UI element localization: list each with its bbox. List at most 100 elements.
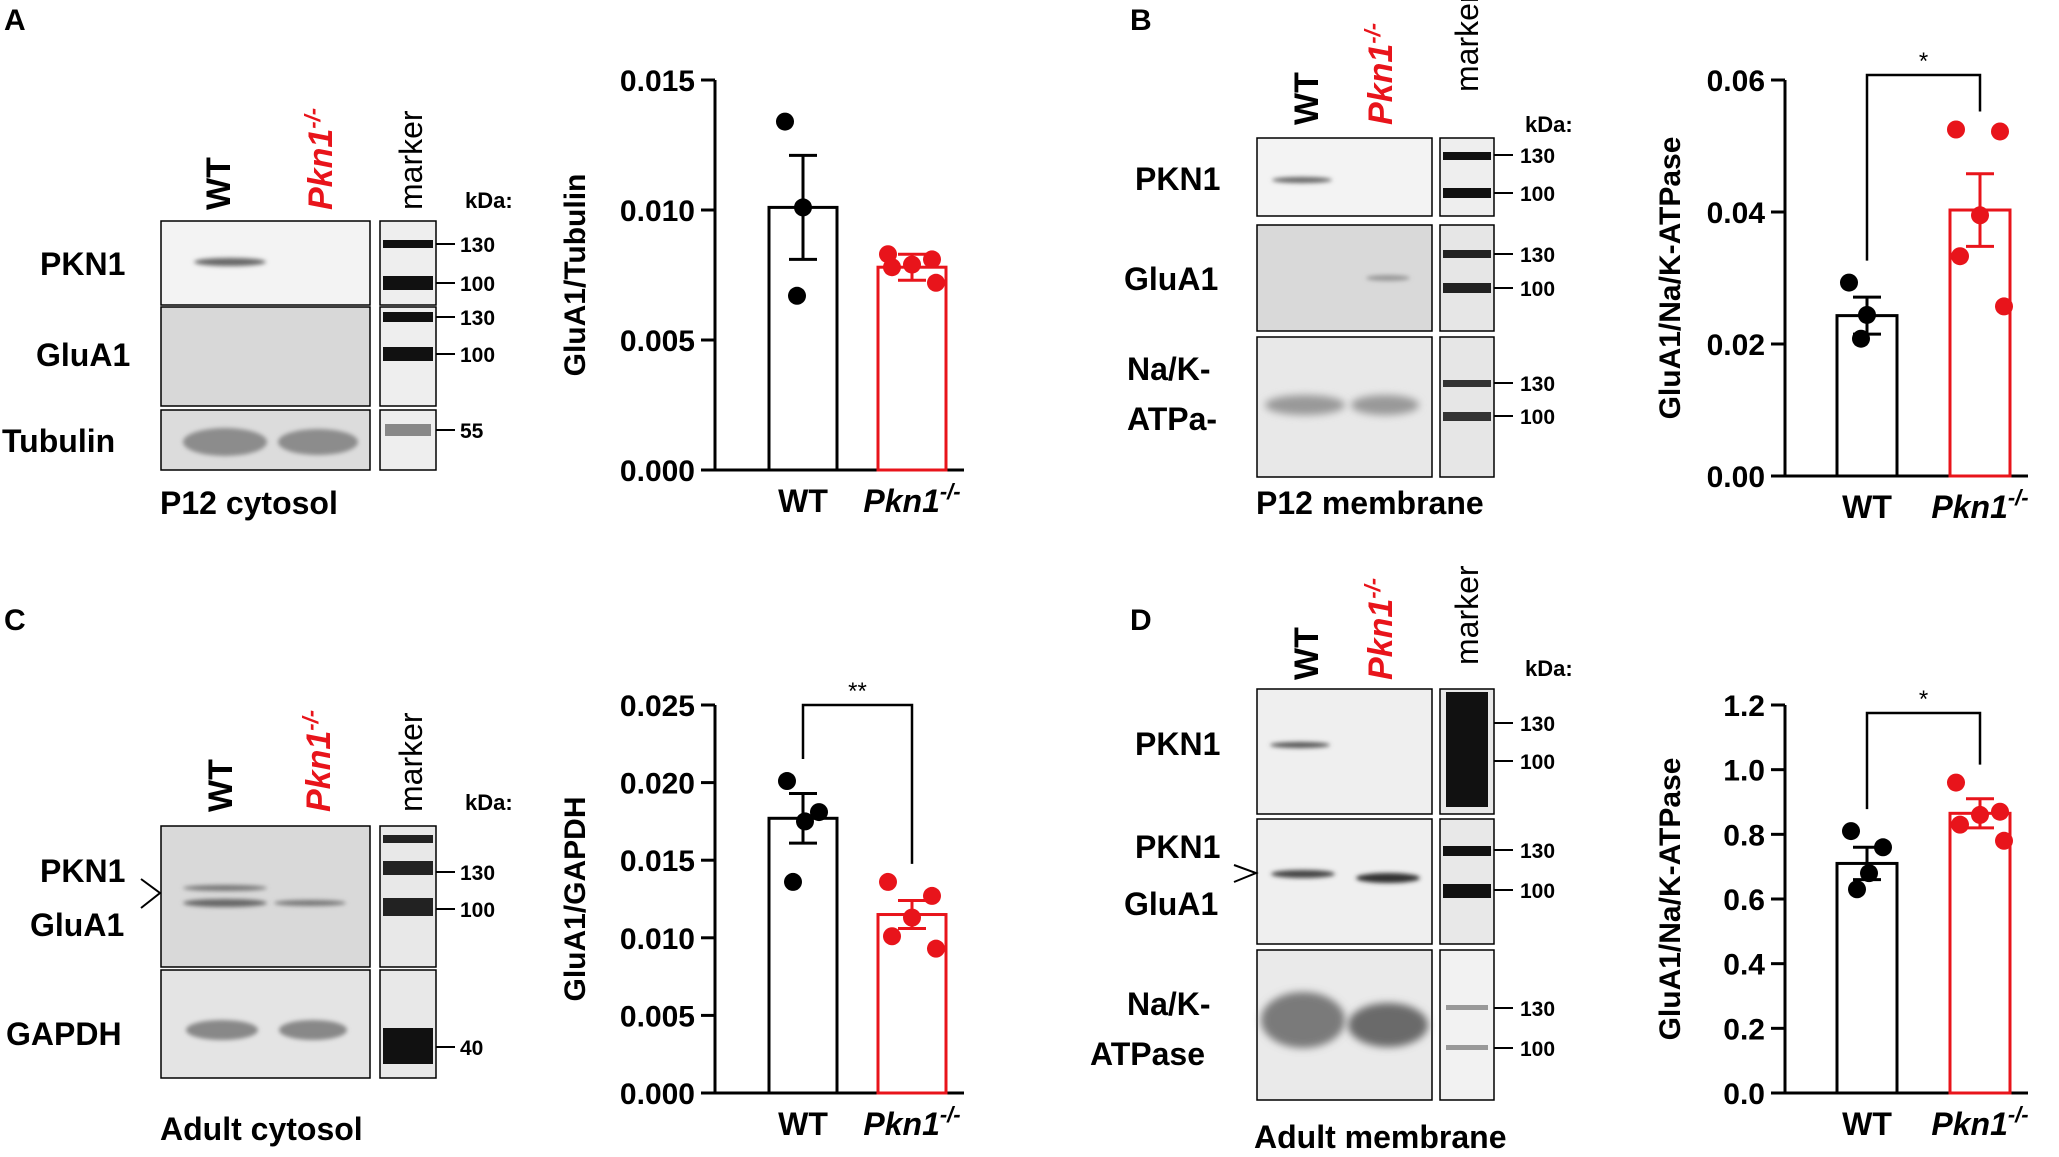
data-point	[1971, 206, 1989, 225]
kda-value: 100	[460, 344, 495, 367]
kda-value: 130	[1520, 840, 1555, 863]
kda-value: 130	[460, 234, 495, 257]
marker-lane-3	[1439, 949, 1495, 1101]
lane-label-wt: WT	[1288, 72, 1326, 125]
data-point	[1951, 815, 1969, 834]
data-point	[1951, 247, 1969, 266]
protein-label: Na/K-	[1127, 351, 1211, 387]
y-tick-label: 0.8	[1723, 819, 1765, 852]
kda-label: kDa:	[1525, 112, 1573, 137]
blot-caption: Adult cytosol	[160, 1111, 363, 1147]
marker-lane-1	[379, 825, 437, 968]
kda-value: 100	[460, 899, 495, 922]
blot-caption: P12 membrane	[1256, 485, 1484, 521]
protein-label: PKN1	[1135, 726, 1220, 762]
panel-d: D WT Pkn1-/- marker kDa: 130 100 130 100…	[1090, 565, 1573, 1155]
significance-bracket	[1865, 73, 1982, 261]
protein-label: GAPDH	[6, 1016, 122, 1052]
significance-label: *	[1919, 686, 1928, 713]
blot-pkn1-gluA1	[160, 825, 371, 968]
x-category-label: Pkn1-/-	[1931, 1102, 2028, 1142]
y-axis-label: GluA1/Tubulin	[559, 174, 592, 377]
marker-band	[1443, 846, 1491, 856]
bar-chart-a: 0.000 0.005 0.010 0.015 GluA1/Tubulin WT Pkn1-…	[559, 65, 964, 519]
significance-label: **	[848, 678, 867, 705]
marker-band	[1443, 412, 1491, 421]
kda-value: 130	[460, 307, 495, 330]
kda-value: 130	[460, 862, 495, 885]
y-tick-label: 0.000	[620, 455, 695, 488]
marker-band	[383, 240, 433, 248]
data-point	[1860, 864, 1878, 883]
kda-value: 100	[1520, 880, 1555, 903]
x-category-label: WT	[1842, 489, 1892, 525]
band-pkn1-wt	[194, 258, 266, 266]
ko-genotype: Pkn1	[302, 129, 340, 210]
data-point	[903, 908, 921, 927]
y-tick-label: 0.06	[1707, 65, 1765, 98]
band-tubulin-ko	[278, 429, 358, 455]
protein-label: PKN1	[40, 853, 125, 889]
category-superscript: -/-	[940, 1102, 961, 1127]
kda-value: 130	[1520, 713, 1555, 736]
category-superscript: -/-	[940, 479, 961, 504]
y-tick-label: 1.0	[1723, 755, 1765, 788]
data-point	[1947, 120, 1965, 139]
band-gluA1-wt	[1271, 870, 1335, 878]
y-tick-label: 0.015	[620, 845, 695, 878]
y-tick-label: 0.020	[620, 768, 695, 801]
band-gluA1-ko	[1366, 275, 1410, 281]
lane-label-wt: WT	[200, 157, 238, 210]
band-nak-ko	[1351, 395, 1419, 415]
band-gluA1-ko	[274, 900, 346, 906]
kda-label: kDa:	[465, 790, 513, 815]
y-axis-label: GluA1/Na/K-ATPase	[1654, 758, 1687, 1041]
marker-band	[383, 835, 433, 843]
data-point	[1858, 305, 1876, 324]
bar-wt	[1835, 861, 1899, 1095]
kda-value: 100	[1520, 406, 1555, 429]
marker-band	[1443, 283, 1491, 293]
y-tick-label: 0.2	[1723, 1013, 1765, 1046]
kda-value: 40	[460, 1037, 483, 1060]
protein-label: GluA1	[1124, 886, 1218, 922]
category-text: Pkn1	[1931, 489, 2007, 525]
marker-band	[1446, 1045, 1488, 1050]
kda-value: 130	[1520, 145, 1555, 168]
data-point	[794, 198, 812, 217]
marker-band	[385, 424, 431, 436]
lane-label-ko: Pkn1-/-	[300, 108, 340, 210]
blot-gluA1	[160, 306, 371, 407]
lane-label-marker: marker	[1449, 0, 1485, 92]
significance-bracket	[1865, 711, 1982, 810]
data-point	[903, 255, 921, 274]
panel-c: C WT Pkn1-/- marker kDa: 130 100 40 PKN1…	[4, 604, 513, 1147]
band-gluA1-wt	[183, 899, 267, 907]
category-superscript: -/-	[2008, 1102, 2029, 1127]
band-pkn1-wt	[1270, 742, 1330, 748]
y-axis-label: GluA1/Na/K-ATPase	[1654, 137, 1687, 420]
kda-value: 100	[1520, 278, 1555, 301]
marker-band	[383, 347, 433, 361]
data-point	[776, 112, 794, 131]
lane-label-ko: Pkn1-/-	[298, 710, 338, 812]
label-bracket	[140, 878, 162, 909]
ko-genotype: Pkn1	[1362, 599, 1400, 680]
marker-lane-1	[1439, 137, 1495, 217]
data-point	[1991, 122, 2009, 141]
protein-label: Tubulin	[2, 423, 115, 459]
band-gluA1-ko	[1356, 873, 1420, 883]
blot-pkn1	[1256, 137, 1433, 217]
kda-label: kDa:	[465, 188, 513, 213]
kda-value: 130	[1520, 244, 1555, 267]
marker-lane-1	[379, 220, 437, 306]
protein-label: ATPa-	[1127, 401, 1217, 437]
category-superscript: -/-	[2008, 485, 2029, 510]
category-text: Pkn1	[863, 1106, 939, 1142]
band-gapdh-ko	[279, 1020, 347, 1040]
marker-band	[383, 1028, 433, 1064]
bar-ko	[1948, 811, 2012, 1095]
panel-letter: D	[1130, 604, 1152, 637]
data-point	[1840, 273, 1858, 292]
